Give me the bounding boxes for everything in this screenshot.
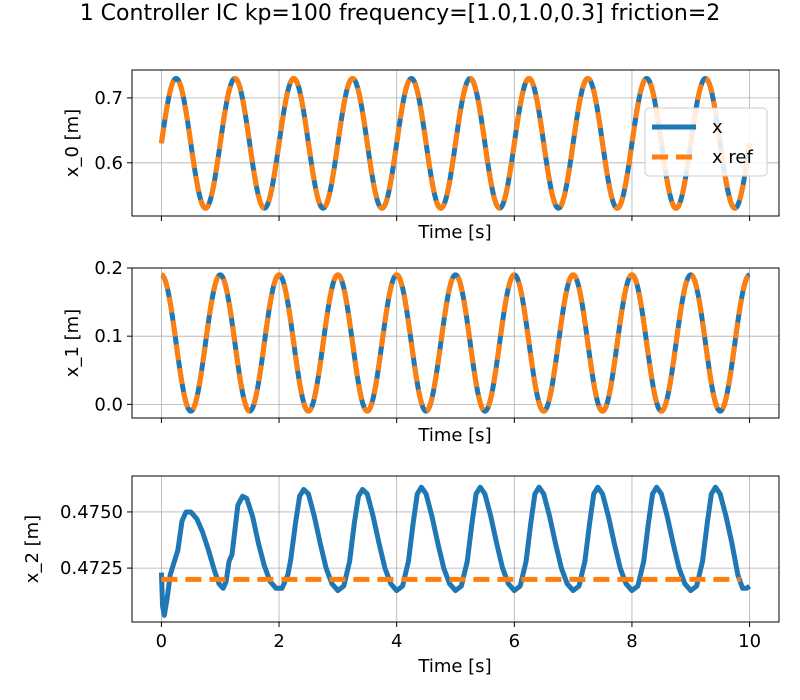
ylabel-x2: x_2 [m] <box>22 515 43 583</box>
legend-label-x: x <box>712 117 723 138</box>
ytick-label-x1: 0.1 <box>94 326 123 347</box>
xtick-label-x2: 0 <box>156 631 167 652</box>
ytick-label-x1: 0.0 <box>94 394 123 415</box>
axes-frame-x2 <box>131 475 780 623</box>
xlabel-x0: Time [s] <box>417 222 491 243</box>
series-line-x-ref-x0 <box>158 75 753 211</box>
xlabel-x1: Time [s] <box>417 425 491 446</box>
ylabel-x1: x_1 [m] <box>62 309 83 377</box>
subplot-x1: 0.0 0.1 0.2 x_1 [m] Time [s] <box>62 258 780 446</box>
xlabel-x2: Time [s] <box>417 656 491 677</box>
ytick-label-x2: 0.4725 <box>60 558 123 579</box>
series-line-x-x2 <box>158 484 752 618</box>
xtick-label-x2: 4 <box>391 631 402 652</box>
subplot-x2: 0 2 4 6 8 10 0.4725 0.4750 x_2 [m] Time [s] <box>22 475 780 677</box>
axes-frame-x1 <box>131 267 780 419</box>
ylabel-x0: x_0 [m] <box>62 109 83 177</box>
chart-title: 1 Controller IC kp=100 frequency=[1.0,1.… <box>80 1 721 26</box>
xtick-label-x2: 10 <box>738 631 761 652</box>
series-line-x-ref-x1 <box>159 272 752 414</box>
legend-label-x-ref: x ref <box>712 147 753 168</box>
xtick-label-x2: 8 <box>626 631 637 652</box>
ytick-label-x0: 0.6 <box>94 153 123 174</box>
legend: x x ref <box>644 107 768 177</box>
ytick-label-x0: 0.7 <box>94 88 123 109</box>
xtick-label-x2: 6 <box>509 631 520 652</box>
series-line-x-x1 <box>159 272 752 414</box>
axes-frame-x0 <box>131 69 780 217</box>
xtick-label-x2: 2 <box>273 631 284 652</box>
ytick-label-x2: 0.4750 <box>60 502 123 523</box>
ytick-label-x1: 0.2 <box>94 258 123 279</box>
subplot-x0: 0.6 0.7 x_0 [m] Time [s] <box>62 69 780 243</box>
